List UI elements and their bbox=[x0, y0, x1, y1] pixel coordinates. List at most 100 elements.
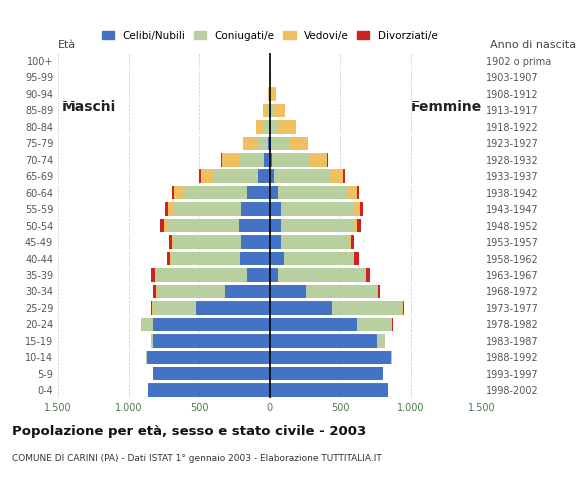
Bar bbox=[267, 87, 269, 101]
Bar bbox=[174, 186, 184, 199]
Bar bbox=[153, 301, 196, 314]
Bar bbox=[289, 137, 308, 150]
Bar bbox=[224, 285, 270, 298]
Bar bbox=[306, 285, 377, 298]
Bar bbox=[270, 71, 271, 84]
Bar bbox=[199, 169, 201, 183]
Text: COMUNE DI CARINI (PA) - Dati ISTAT 1° gennaio 2003 - Elaborazione TUTTITALIA.IT: COMUNE DI CARINI (PA) - Dati ISTAT 1° ge… bbox=[12, 454, 382, 463]
Bar bbox=[270, 235, 281, 249]
Bar bbox=[264, 153, 270, 167]
Bar bbox=[264, 120, 269, 133]
Bar bbox=[377, 334, 386, 348]
Bar bbox=[155, 268, 247, 282]
Bar bbox=[270, 334, 377, 348]
Bar bbox=[278, 268, 365, 282]
Bar bbox=[270, 384, 388, 397]
Bar bbox=[222, 153, 238, 167]
Bar bbox=[140, 318, 142, 331]
Bar bbox=[357, 186, 360, 199]
Bar bbox=[274, 169, 329, 183]
Bar bbox=[201, 169, 213, 183]
Text: Femmine: Femmine bbox=[411, 100, 482, 114]
Bar bbox=[269, 87, 270, 101]
Bar bbox=[357, 219, 361, 232]
Bar bbox=[354, 252, 358, 265]
Bar bbox=[281, 219, 353, 232]
Bar bbox=[174, 203, 241, 216]
Bar bbox=[247, 268, 270, 282]
Bar bbox=[357, 318, 393, 331]
Bar bbox=[247, 186, 270, 199]
Bar bbox=[360, 203, 363, 216]
Bar bbox=[243, 137, 257, 150]
Bar bbox=[272, 153, 310, 167]
Legend: Celibi/Nubili, Coniugati/e, Vedovi/e, Divorziati/e: Celibi/Nubili, Coniugati/e, Vedovi/e, Di… bbox=[102, 31, 437, 41]
Bar bbox=[270, 301, 332, 314]
Bar bbox=[270, 104, 273, 117]
Bar bbox=[142, 318, 153, 331]
Bar bbox=[153, 318, 270, 331]
Bar bbox=[377, 285, 378, 298]
Bar bbox=[329, 169, 343, 183]
Bar bbox=[391, 350, 393, 364]
Bar bbox=[168, 203, 174, 216]
Bar bbox=[257, 137, 269, 150]
Text: Anno di nascita: Anno di nascita bbox=[490, 40, 576, 50]
Bar bbox=[277, 120, 296, 133]
Bar bbox=[151, 268, 155, 282]
Bar bbox=[281, 235, 349, 249]
Bar bbox=[153, 334, 270, 348]
Bar bbox=[148, 384, 270, 397]
Bar bbox=[164, 219, 166, 232]
Bar bbox=[238, 153, 264, 167]
Bar bbox=[184, 186, 247, 199]
Bar bbox=[259, 169, 270, 183]
Bar bbox=[270, 169, 274, 183]
Bar bbox=[267, 104, 270, 117]
Bar bbox=[351, 235, 354, 249]
Bar bbox=[284, 252, 353, 265]
Bar bbox=[160, 219, 164, 232]
Bar bbox=[273, 104, 285, 117]
Bar bbox=[221, 153, 222, 167]
Bar bbox=[174, 235, 241, 249]
Bar bbox=[152, 301, 153, 314]
Bar bbox=[347, 186, 357, 199]
Bar bbox=[151, 301, 152, 314]
Bar bbox=[270, 137, 271, 150]
Bar bbox=[269, 137, 270, 150]
Bar bbox=[169, 235, 172, 249]
Bar bbox=[332, 301, 403, 314]
Bar bbox=[270, 285, 306, 298]
Bar bbox=[263, 104, 267, 117]
Bar bbox=[270, 219, 281, 232]
Bar bbox=[147, 350, 270, 364]
Bar bbox=[281, 203, 353, 216]
Bar bbox=[153, 367, 270, 381]
Bar bbox=[269, 120, 270, 133]
Bar bbox=[172, 186, 174, 199]
Bar bbox=[353, 219, 357, 232]
Bar bbox=[166, 252, 170, 265]
Bar bbox=[365, 268, 367, 282]
Bar bbox=[367, 268, 370, 282]
Bar bbox=[157, 285, 224, 298]
Bar bbox=[170, 252, 171, 265]
Bar bbox=[270, 252, 284, 265]
Bar bbox=[270, 87, 276, 101]
Bar bbox=[403, 301, 404, 314]
Bar bbox=[270, 268, 278, 282]
Bar bbox=[327, 153, 328, 167]
Bar bbox=[353, 203, 360, 216]
Bar bbox=[156, 285, 157, 298]
Text: Popolazione per età, sesso e stato civile - 2003: Popolazione per età, sesso e stato civil… bbox=[12, 425, 366, 438]
Bar bbox=[196, 301, 270, 314]
Bar bbox=[146, 350, 147, 364]
Bar bbox=[349, 235, 351, 249]
Bar bbox=[172, 235, 174, 249]
Bar bbox=[151, 334, 153, 348]
Bar bbox=[213, 169, 259, 183]
Bar bbox=[353, 252, 354, 265]
Bar bbox=[278, 186, 347, 199]
Bar bbox=[270, 367, 383, 381]
